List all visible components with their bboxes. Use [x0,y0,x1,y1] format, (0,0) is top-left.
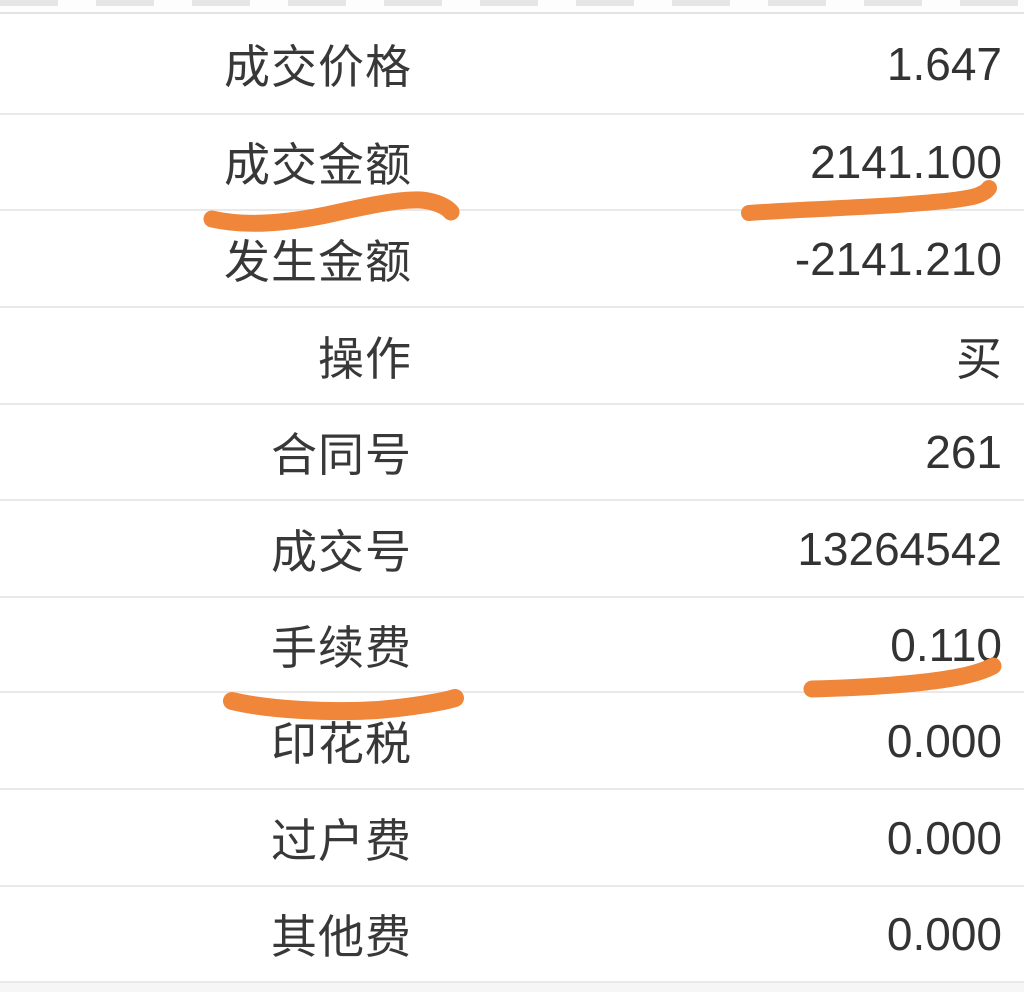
row-operation: 操作 买 [0,308,1024,405]
row-contract-number: 合同号 261 [0,405,1024,501]
row-value: 买 [956,332,1002,385]
row-stamp-tax: 印花税 0.000 [0,693,1024,790]
row-commission-fee: 手续费 0.110 [0,598,1024,693]
row-occurred-amount: 发生金额 -2141.210 [0,211,1024,308]
row-label: 印花税 [271,717,412,770]
row-label: 操作 [318,332,412,385]
row-other-fee: 其他费 0.000 [0,887,1024,983]
row-label: 成交金额 [224,139,412,191]
row-value: -2141.210 [794,232,1002,285]
row-value: 0.000 [886,908,1002,960]
row-label: 发生金额 [224,235,412,288]
row-value: 13264542 [797,522,1002,575]
cropped-previous-row [0,0,1024,14]
detail-list: 成交价格 1.647 成交金额 2141.100 发生金额 -2141.210 … [0,14,1024,983]
row-deal-price: 成交价格 1.647 [0,14,1024,115]
row-value: 1.647 [886,37,1002,90]
row-value: 2141.100 [810,136,1002,188]
row-label: 成交号 [271,525,412,578]
row-label: 成交价格 [224,40,412,93]
cropped-next-row [0,983,1024,992]
row-deal-number: 成交号 13264542 [0,501,1024,598]
row-value: 261 [925,426,1002,478]
row-transfer-fee: 过户费 0.000 [0,790,1024,887]
row-deal-amount: 成交金额 2141.100 [0,115,1024,211]
row-value: 0.000 [886,714,1002,767]
row-value: 0.110 [890,618,1002,671]
row-label: 合同号 [271,429,412,481]
row-label: 过户费 [271,814,412,867]
row-label: 其他费 [271,911,412,963]
row-label: 手续费 [271,621,412,674]
row-value: 0.000 [886,811,1002,864]
